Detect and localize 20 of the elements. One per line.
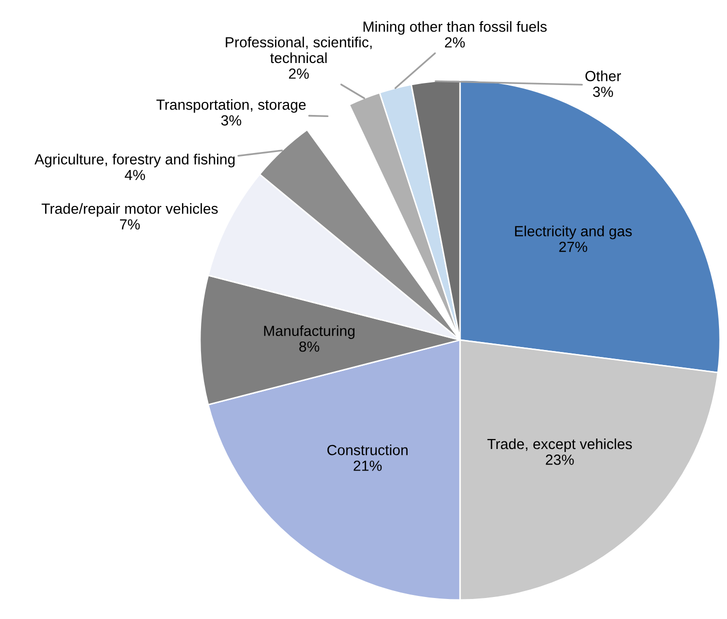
data-label: 3% (593, 86, 614, 97)
slice-label: Electricity and gas (515, 226, 632, 240)
data-label: 7% (120, 219, 140, 230)
slice-label: Trade/repair motor vehicles (42, 203, 218, 217)
data-label: 27% (559, 242, 588, 252)
data-label: 8% (299, 341, 320, 352)
data-label: 21% (354, 460, 382, 471)
slice-label: Other (585, 70, 621, 82)
slice-label: Construction (327, 444, 408, 456)
data-label: 2% (444, 37, 465, 48)
data-label: 23% (546, 454, 574, 465)
slice-label: Manufacturing (264, 325, 354, 339)
slice-label: Trade, except vehicles (487, 438, 632, 452)
data-label: 4% (124, 170, 146, 180)
slice-label: Agriculture, forestry and fishing (34, 154, 235, 168)
slice-label: Professional, scientific, technical (226, 36, 372, 64)
slice-label: Transportation, storage (156, 99, 306, 113)
data-label: 2% (288, 68, 309, 79)
data-label: 3% (221, 115, 242, 126)
slice-label: Mining other than fossil fuels (364, 21, 547, 35)
